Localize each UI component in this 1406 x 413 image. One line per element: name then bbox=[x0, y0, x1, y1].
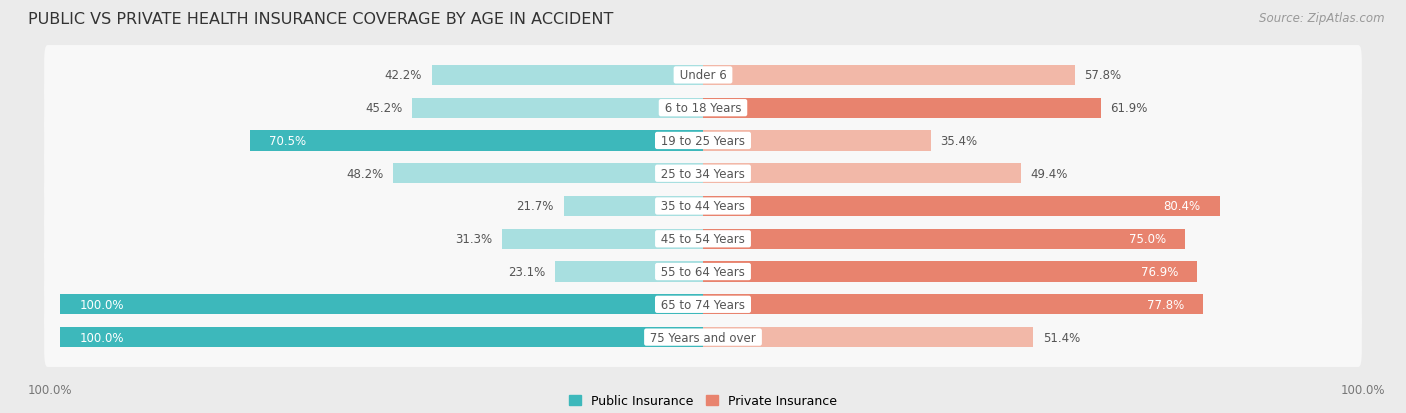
Text: 35 to 44 Years: 35 to 44 Years bbox=[657, 200, 749, 213]
Text: 25 to 34 Years: 25 to 34 Years bbox=[657, 167, 749, 180]
Text: 48.2%: 48.2% bbox=[346, 167, 384, 180]
FancyBboxPatch shape bbox=[44, 112, 1362, 171]
Text: 45.2%: 45.2% bbox=[366, 102, 404, 115]
FancyBboxPatch shape bbox=[44, 177, 1362, 236]
Bar bbox=[703, 98, 1101, 119]
Text: 55 to 64 Years: 55 to 64 Years bbox=[657, 266, 749, 278]
FancyBboxPatch shape bbox=[44, 308, 1362, 367]
Text: 75 Years and over: 75 Years and over bbox=[647, 331, 759, 344]
Text: 100.0%: 100.0% bbox=[28, 384, 73, 396]
Bar bbox=[394, 164, 703, 184]
Text: 6 to 18 Years: 6 to 18 Years bbox=[661, 102, 745, 115]
Text: 77.8%: 77.8% bbox=[1146, 298, 1184, 311]
Text: 57.8%: 57.8% bbox=[1084, 69, 1121, 82]
Text: 45 to 54 Years: 45 to 54 Years bbox=[657, 233, 749, 246]
FancyBboxPatch shape bbox=[44, 46, 1362, 105]
Bar bbox=[60, 294, 703, 315]
Bar bbox=[703, 164, 1021, 184]
Bar bbox=[703, 327, 1033, 347]
FancyBboxPatch shape bbox=[44, 275, 1362, 335]
Text: 51.4%: 51.4% bbox=[1043, 331, 1080, 344]
Text: Under 6: Under 6 bbox=[676, 69, 730, 82]
Text: 21.7%: 21.7% bbox=[516, 200, 554, 213]
FancyBboxPatch shape bbox=[44, 144, 1362, 204]
Bar bbox=[502, 229, 703, 249]
Text: 76.9%: 76.9% bbox=[1140, 266, 1178, 278]
Text: 100.0%: 100.0% bbox=[1340, 384, 1385, 396]
Text: 23.1%: 23.1% bbox=[508, 266, 546, 278]
Text: 49.4%: 49.4% bbox=[1031, 167, 1067, 180]
Text: 80.4%: 80.4% bbox=[1163, 200, 1201, 213]
Bar bbox=[703, 229, 1185, 249]
Text: 19 to 25 Years: 19 to 25 Years bbox=[657, 135, 749, 147]
Text: 35.4%: 35.4% bbox=[941, 135, 977, 147]
FancyBboxPatch shape bbox=[44, 78, 1362, 138]
Bar bbox=[60, 327, 703, 347]
Text: Source: ZipAtlas.com: Source: ZipAtlas.com bbox=[1260, 12, 1385, 25]
Legend: Public Insurance, Private Insurance: Public Insurance, Private Insurance bbox=[568, 394, 838, 408]
Text: 70.5%: 70.5% bbox=[269, 135, 307, 147]
Text: 42.2%: 42.2% bbox=[385, 69, 422, 82]
Text: 100.0%: 100.0% bbox=[80, 298, 124, 311]
Text: PUBLIC VS PRIVATE HEALTH INSURANCE COVERAGE BY AGE IN ACCIDENT: PUBLIC VS PRIVATE HEALTH INSURANCE COVER… bbox=[28, 12, 613, 27]
Bar bbox=[412, 98, 703, 119]
FancyBboxPatch shape bbox=[44, 209, 1362, 269]
Bar bbox=[554, 262, 703, 282]
Bar bbox=[703, 294, 1204, 315]
Bar bbox=[432, 66, 703, 86]
Bar bbox=[703, 196, 1220, 217]
Bar bbox=[564, 196, 703, 217]
Bar bbox=[250, 131, 703, 151]
Text: 65 to 74 Years: 65 to 74 Years bbox=[657, 298, 749, 311]
Text: 31.3%: 31.3% bbox=[456, 233, 492, 246]
Bar bbox=[703, 66, 1074, 86]
Bar bbox=[703, 262, 1198, 282]
FancyBboxPatch shape bbox=[44, 242, 1362, 301]
Bar bbox=[703, 131, 931, 151]
Text: 75.0%: 75.0% bbox=[1129, 233, 1166, 246]
Text: 100.0%: 100.0% bbox=[80, 331, 124, 344]
Text: 61.9%: 61.9% bbox=[1111, 102, 1147, 115]
